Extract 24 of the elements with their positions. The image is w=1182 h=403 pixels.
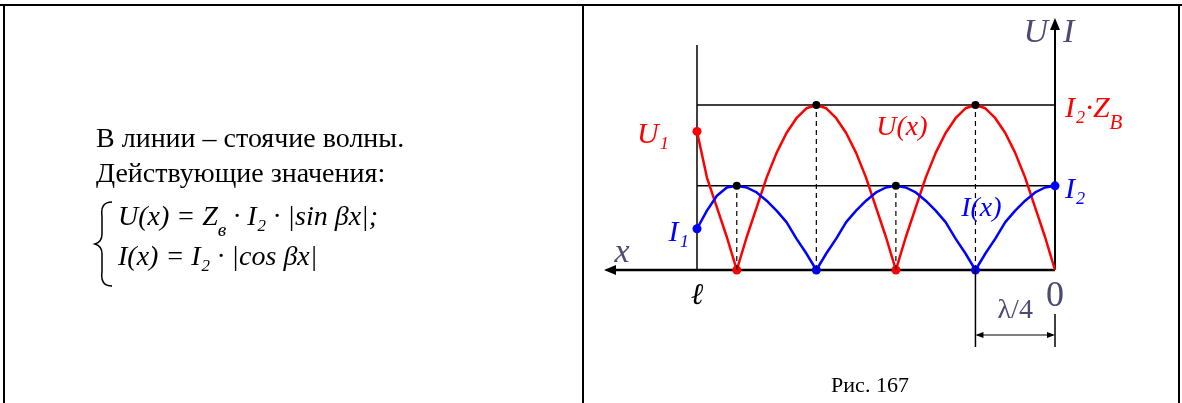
y2-axis-title: I (1062, 12, 1076, 49)
point (692, 224, 702, 234)
text: Действующие значения: (96, 157, 386, 188)
x-tick-label: 0 (1046, 274, 1064, 314)
text: U(x) = Z$_{в}$ · I₂ · |sin βx|; (118, 200, 379, 240)
text: Рис. 167 (831, 372, 909, 397)
y-axis-title: U (1023, 12, 1051, 49)
x-tick-label: ℓ (690, 277, 704, 310)
text: I₁ (667, 213, 689, 247)
point (1050, 181, 1060, 191)
point (812, 101, 821, 109)
point (971, 101, 980, 109)
text: I₂ (1064, 170, 1086, 204)
point (732, 181, 741, 190)
text: В линии – стоячие волны. (96, 122, 405, 153)
series-label: U(x) (876, 109, 928, 141)
point (891, 181, 900, 190)
x-axis-title: x (613, 232, 630, 269)
series-label: I(x) (960, 190, 1002, 222)
text: U₁ (636, 116, 669, 150)
text: λ/4 (997, 293, 1033, 324)
text: I₂·Z$_{В}$ (1064, 90, 1123, 134)
text: I(x) = I₂ · |cos βx| (117, 240, 318, 271)
point (692, 126, 702, 136)
